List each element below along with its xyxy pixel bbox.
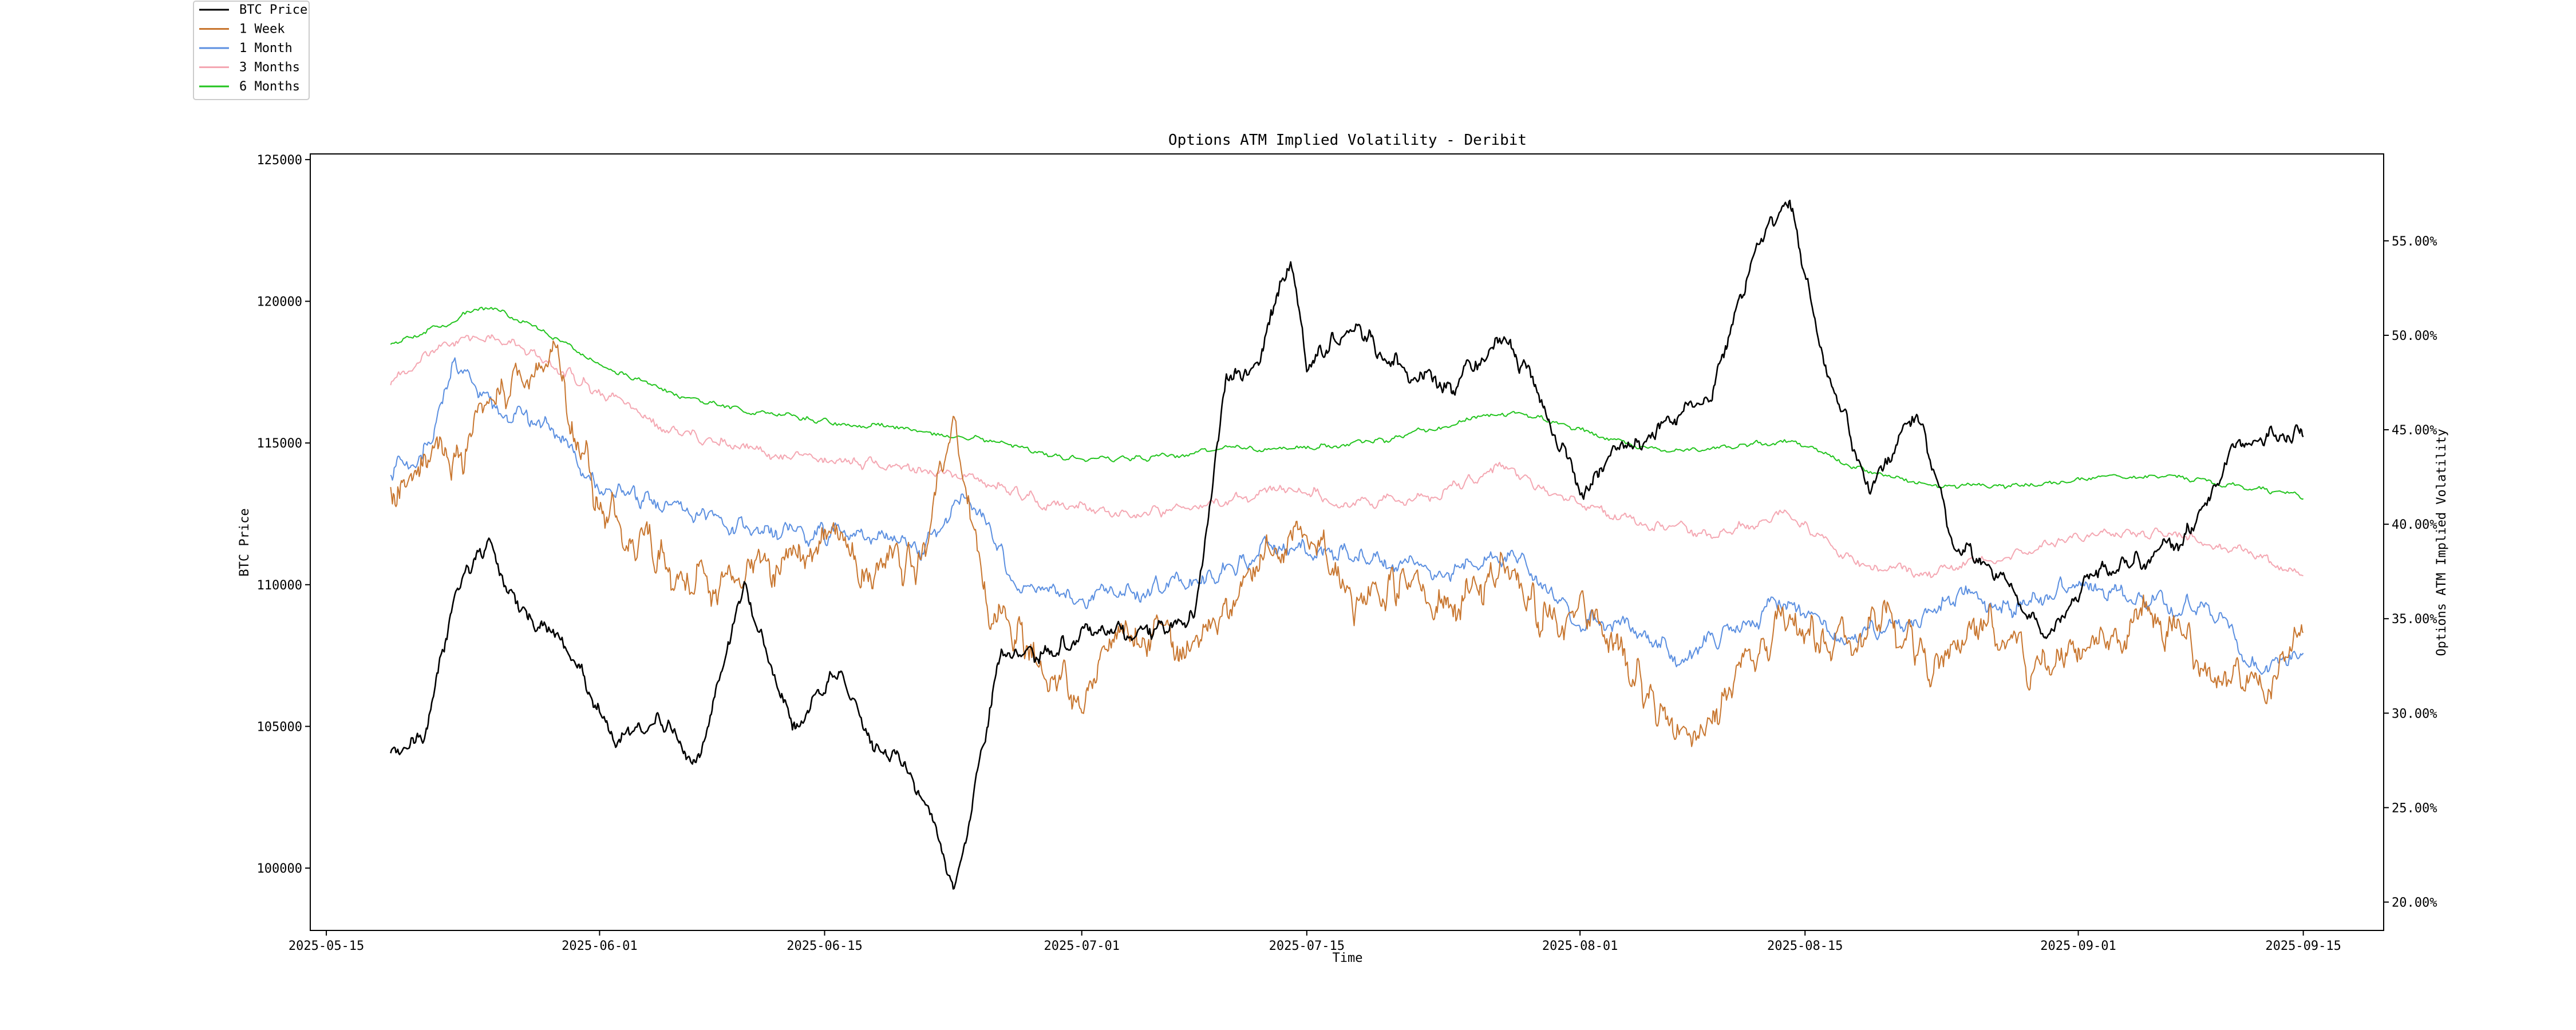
- x-tick-label: 2025-07-01: [1044, 939, 1119, 953]
- legend-box: [193, 1, 310, 100]
- series-line-1-month: [390, 357, 2304, 675]
- y-left-tick-label: 115000: [257, 437, 302, 451]
- y-right-tick-label: 50.00%: [2392, 329, 2437, 343]
- y-right-tick-label: 55.00%: [2392, 235, 2437, 249]
- y-left-tick-label: 100000: [257, 862, 302, 876]
- series-line-6-months: [390, 307, 2304, 500]
- axes: 2025-05-15 2025-06-01 2025-06-15 2025-07-01…: [257, 153, 2437, 953]
- y-axis-label-left: BTC Price: [238, 508, 252, 576]
- y-right-tick-label: 25.00%: [2392, 801, 2437, 815]
- series-layer: [390, 199, 2304, 890]
- y-right-tick-label: 30.00%: [2392, 707, 2437, 721]
- legend-label: 1 Week: [239, 22, 285, 37]
- y-left-tick-label: 120000: [257, 295, 302, 310]
- series-line-3-months: [390, 334, 2304, 579]
- x-tick-label: 2025-06-01: [562, 939, 637, 953]
- x-tick-label: 2025-07-15: [1269, 939, 1345, 953]
- y-right-tick-label: 35.00%: [2392, 612, 2437, 627]
- x-tick-label: 2025-08-01: [1542, 939, 1618, 953]
- x-tick-label: 2025-06-15: [787, 939, 862, 953]
- x-tick-label: 2025-05-15: [289, 939, 364, 953]
- x-axis-label: Time: [1333, 951, 1363, 965]
- y-right-tick-label: 40.00%: [2392, 518, 2437, 532]
- x-tick-label: 2025-09-01: [2040, 939, 2116, 953]
- legend-label: BTC Price: [239, 3, 307, 17]
- chart-title: Options ATM Implied Volatility - Deribit: [1168, 132, 1527, 149]
- y-axis-label-right: Options ATM Implied Volatility: [2435, 429, 2449, 656]
- legend: BTC Price 1 Week 1 Month 3 Months 6 Months: [193, 1, 310, 100]
- x-tick-label: 2025-09-15: [2265, 939, 2341, 953]
- y-right-tick-label: 45.00%: [2392, 423, 2437, 438]
- plot-frame: [310, 153, 2384, 931]
- series-line-btc-price: [390, 199, 2304, 890]
- legend-label: 3 Months: [239, 61, 300, 75]
- y-left-tick-label: 110000: [257, 579, 302, 593]
- y-left-tick-label: 105000: [257, 720, 302, 734]
- y-left-tick-label: 125000: [257, 153, 302, 168]
- series-line-1-week: [390, 340, 2304, 747]
- legend-label: 1 Month: [239, 41, 293, 56]
- x-tick-label: 2025-08-15: [1767, 939, 1843, 953]
- y-right-tick-label: 20.00%: [2392, 896, 2437, 910]
- legend-label: 6 Months: [239, 80, 300, 94]
